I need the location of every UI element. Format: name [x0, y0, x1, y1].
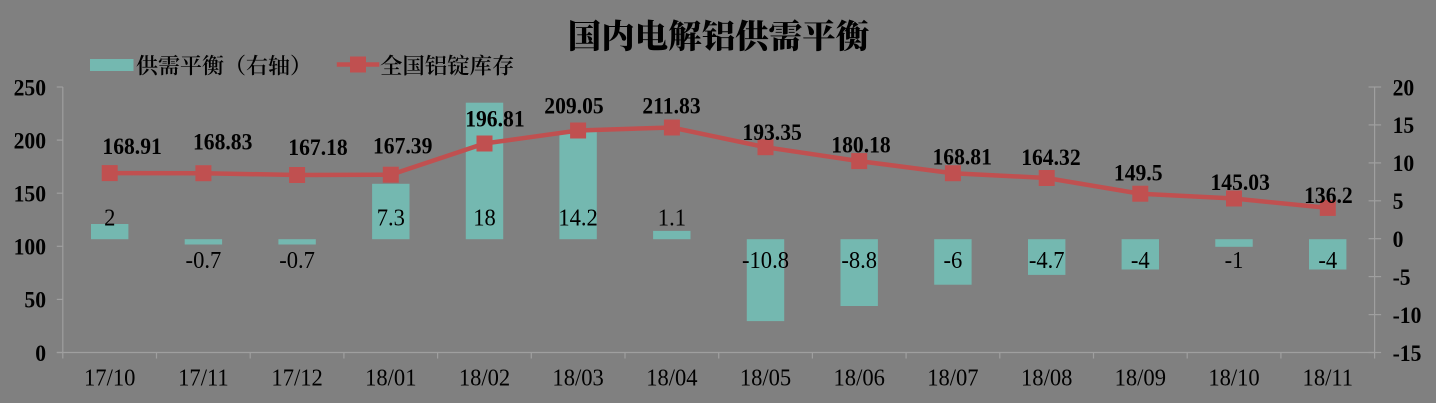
svg-text:209.05: 209.05: [544, 93, 603, 119]
svg-text:193.35: 193.35: [742, 119, 801, 145]
svg-text:18/01: 18/01: [365, 365, 416, 392]
svg-text:18/06: 18/06: [834, 365, 885, 392]
svg-text:196.81: 196.81: [465, 106, 524, 132]
svg-text:164.32: 164.32: [1021, 144, 1080, 170]
svg-text:18/03: 18/03: [552, 365, 603, 392]
svg-text:168.81: 168.81: [932, 144, 991, 170]
svg-text:18/10: 18/10: [1208, 365, 1259, 392]
svg-text:149.5: 149.5: [1114, 160, 1163, 186]
svg-text:18/02: 18/02: [459, 365, 510, 392]
svg-text:18/08: 18/08: [1021, 365, 1072, 392]
svg-text:17/11: 17/11: [178, 365, 229, 392]
svg-text:-4.7: -4.7: [1029, 248, 1065, 275]
svg-text:-0.7: -0.7: [279, 248, 315, 275]
svg-text:-1: -1: [1225, 248, 1244, 275]
svg-text:0: 0: [35, 340, 46, 366]
svg-text:15: 15: [1393, 113, 1415, 139]
svg-text:17/10: 17/10: [84, 365, 135, 392]
svg-text:168.91: 168.91: [102, 133, 161, 159]
svg-text:211.83: 211.83: [642, 93, 700, 119]
svg-text:136.2: 136.2: [1304, 182, 1353, 208]
svg-text:168.83: 168.83: [193, 129, 252, 155]
svg-text:18/11: 18/11: [1303, 365, 1354, 392]
svg-text:2: 2: [104, 205, 115, 232]
svg-text:-6: -6: [944, 248, 963, 275]
svg-text:145.03: 145.03: [1210, 169, 1269, 195]
svg-text:-4: -4: [1318, 248, 1337, 275]
svg-text:14.2: 14.2: [558, 205, 597, 232]
svg-text:17/12: 17/12: [271, 365, 322, 392]
svg-text:250: 250: [14, 75, 46, 101]
svg-text:167.18: 167.18: [288, 134, 347, 160]
svg-text:18: 18: [473, 205, 496, 232]
svg-text:100: 100: [14, 234, 46, 260]
svg-text:-5: -5: [1393, 264, 1411, 290]
svg-text:-0.7: -0.7: [186, 248, 222, 275]
svg-text:5: 5: [1393, 188, 1404, 214]
svg-text:167.39: 167.39: [373, 133, 432, 159]
svg-text:-8.8: -8.8: [841, 248, 877, 275]
svg-text:-15: -15: [1393, 340, 1422, 366]
svg-text:10: 10: [1393, 151, 1415, 177]
svg-text:150: 150: [14, 181, 46, 207]
svg-text:200: 200: [14, 128, 46, 154]
svg-text:-10: -10: [1393, 302, 1422, 328]
svg-text:18/05: 18/05: [740, 365, 791, 392]
svg-text:0: 0: [1393, 226, 1404, 252]
svg-text:20: 20: [1393, 75, 1415, 101]
svg-text:18/07: 18/07: [927, 365, 978, 392]
svg-text:1.1: 1.1: [658, 205, 686, 232]
svg-text:-4: -4: [1131, 248, 1150, 275]
svg-text:18/09: 18/09: [1115, 365, 1166, 392]
svg-text:-10.8: -10.8: [742, 248, 789, 275]
svg-text:50: 50: [24, 287, 46, 313]
svg-text:18/04: 18/04: [646, 365, 698, 392]
svg-text:7.3: 7.3: [377, 205, 405, 232]
svg-text:180.18: 180.18: [831, 132, 890, 158]
